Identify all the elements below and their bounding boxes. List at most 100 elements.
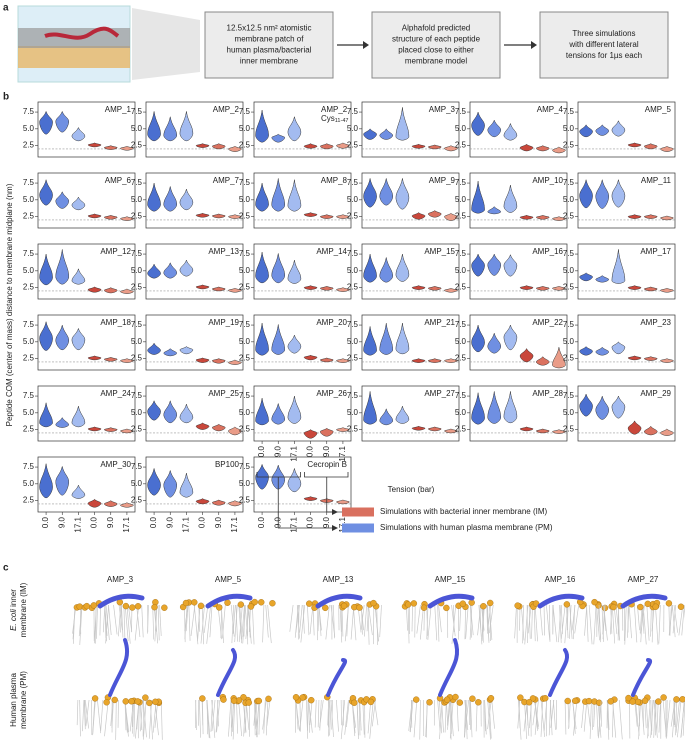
lipid [115, 699, 117, 740]
lipid [309, 699, 313, 726]
lipid [336, 699, 339, 732]
y-tick-label: 2.5 [563, 212, 575, 221]
y-tick-label: 7.5 [563, 107, 575, 116]
y-tick-label: 5.0 [23, 195, 35, 204]
violin [336, 142, 350, 149]
violin [303, 354, 318, 361]
row-label: Human plasma [9, 673, 18, 727]
violin [120, 502, 134, 508]
violin [39, 321, 53, 351]
workflow-text: placed close to either [398, 46, 474, 55]
violin [395, 178, 410, 210]
helix [548, 648, 570, 697]
y-tick-label: 7.5 [347, 107, 359, 116]
panel-subtitle: Cys11-47 [321, 114, 348, 124]
lipid [99, 604, 101, 636]
lipid [658, 699, 661, 733]
lipid [532, 699, 537, 726]
y-tick-label: 7.5 [455, 249, 467, 258]
headgroup [625, 694, 632, 702]
headgroup [487, 695, 495, 702]
headgroup [247, 603, 255, 610]
lipid [606, 699, 610, 740]
lipid [644, 699, 647, 729]
panel-frame [145, 243, 244, 300]
lipid [234, 604, 238, 643]
violin [195, 212, 210, 218]
y-tick-label: 2.5 [239, 496, 251, 505]
panel-title: AMP_29 [640, 389, 671, 398]
violin [287, 334, 302, 354]
y-tick-label: 7.5 [23, 178, 35, 187]
bracket [304, 472, 349, 478]
headgroup [591, 598, 598, 606]
lipid [586, 699, 591, 727]
violin [519, 426, 534, 432]
lipid [437, 699, 441, 731]
y-tick-label: 5.0 [23, 124, 35, 133]
headgroup [367, 698, 375, 706]
headgroup [224, 599, 231, 606]
violin [595, 396, 610, 420]
headgroup [572, 697, 579, 705]
headgroup [122, 602, 130, 610]
headgroup [308, 696, 315, 704]
lipid [302, 604, 305, 634]
headgroup [199, 695, 206, 702]
violin [195, 284, 210, 290]
workflow-text: membrane patch of [235, 35, 305, 44]
violin [579, 124, 593, 138]
violin [228, 500, 242, 507]
y-tick-label: 2.5 [563, 283, 575, 292]
headgroup [197, 602, 205, 610]
violin [411, 285, 426, 290]
lipid [332, 604, 335, 639]
headgroup [420, 604, 428, 611]
headgroup [404, 601, 412, 608]
headgroup [161, 604, 168, 611]
y-tick-label: 2.5 [23, 354, 35, 363]
lipid [300, 604, 306, 643]
lipid [159, 604, 162, 636]
violin [287, 468, 302, 493]
violin [71, 327, 86, 351]
lipid [84, 699, 86, 726]
lipid [160, 699, 163, 740]
helix [537, 593, 585, 609]
y-tick-label: 7.5 [131, 107, 143, 116]
lipid [100, 699, 104, 734]
y-tick-label: 7.5 [131, 249, 143, 258]
panel-frame [361, 172, 460, 229]
lipid [197, 604, 201, 641]
y-tick-label: 5.0 [131, 124, 143, 133]
violin [228, 287, 242, 293]
y-tick-label: 7.5 [239, 107, 251, 116]
y-tick-label: 5.0 [563, 266, 575, 275]
workflow-text: structure of each peptide [392, 35, 481, 44]
lipid [242, 604, 246, 644]
headgroup [459, 600, 467, 607]
panel-letter: b [3, 92, 9, 103]
violin [427, 358, 442, 363]
lipid [299, 699, 301, 732]
lipid [588, 604, 593, 645]
arrowhead [531, 41, 537, 49]
y-tick-label: 5.0 [563, 124, 575, 133]
lipid [449, 699, 454, 739]
y-tick-label: 2.5 [131, 425, 143, 434]
headgroup [542, 695, 549, 702]
violin [336, 427, 350, 432]
headgroup [152, 698, 159, 706]
panel-frame [37, 172, 136, 229]
helix [216, 648, 238, 697]
violin [228, 145, 242, 152]
x-tick-label: 0.0 [257, 445, 266, 457]
lipid [607, 699, 610, 730]
lipid [79, 699, 81, 737]
headgroup [220, 696, 227, 703]
violin [195, 422, 210, 430]
y-tick-label: 5.0 [131, 479, 143, 488]
y-tick-label: 2.5 [563, 354, 575, 363]
headgroup [456, 699, 464, 706]
lipid [142, 699, 144, 737]
